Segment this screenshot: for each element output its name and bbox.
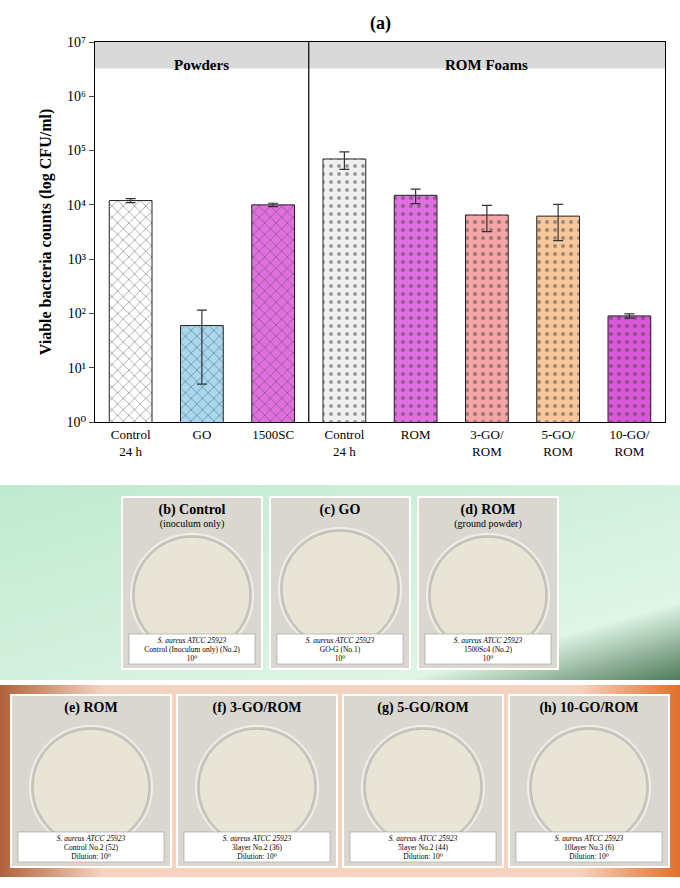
svg-text:Dilution: 10⁰: Dilution: 10⁰ (569, 852, 608, 861)
svg-text:Dilution: 10⁰: Dilution: 10⁰ (403, 852, 442, 861)
svg-text:(f) 3-GO/ROM: (f) 3-GO/ROM (212, 700, 301, 716)
svg-text:S. aureus ATCC 25923: S. aureus ATCC 25923 (555, 834, 624, 843)
svg-text:10⁴: 10⁴ (67, 198, 86, 213)
svg-text:10⁷: 10⁷ (67, 35, 86, 50)
svg-text:ROM Foams: ROM Foams (445, 57, 528, 73)
svg-text:10⁰: 10⁰ (483, 654, 494, 663)
svg-text:5-GO/ROM: 5-GO/ROM (542, 427, 576, 459)
svg-text:(d) ROM: (d) ROM (461, 502, 516, 518)
svg-text:(g) 5-GO/ROM: (g) 5-GO/ROM (377, 700, 468, 716)
svg-text:Dilution: 10⁰: Dilution: 10⁰ (71, 852, 110, 861)
svg-text:Control (Inoculum only) (No.2): Control (Inoculum only) (No.2) (144, 645, 240, 654)
svg-text:(b) Control: (b) Control (158, 502, 225, 518)
svg-text:(a): (a) (370, 13, 391, 34)
svg-text:Viable bacteria counts (log CF: Viable bacteria counts (log CFU/ml) (37, 109, 55, 355)
svg-text:5layer No.2 (44): 5layer No.2 (44) (398, 843, 448, 852)
svg-text:10⁰: 10⁰ (335, 654, 346, 663)
svg-text:10¹: 10¹ (68, 361, 86, 376)
svg-text:1500Sc4 (No.2): 1500Sc4 (No.2) (464, 645, 512, 654)
svg-text:(h) 10-GO/ROM: (h) 10-GO/ROM (539, 700, 638, 716)
svg-text:10layer No.3 (6): 10layer No.3 (6) (564, 843, 614, 852)
svg-text:10-GO/ROM: 10-GO/ROM (610, 427, 650, 459)
svg-text:S. aureus ATCC 25923: S. aureus ATCC 25923 (306, 636, 375, 645)
svg-text:S. aureus ATCC 25923: S. aureus ATCC 25923 (389, 834, 458, 843)
svg-text:10⁶: 10⁶ (67, 89, 86, 104)
svg-text:(e) ROM: (e) ROM (64, 700, 117, 716)
svg-text:Powders: Powders (174, 57, 229, 73)
svg-text:Control24 h: Control24 h (111, 427, 151, 459)
svg-text:10³: 10³ (68, 252, 86, 267)
svg-text:S. aureus ATCC 25923: S. aureus ATCC 25923 (223, 834, 292, 843)
svg-text:3-GO/ROM: 3-GO/ROM (470, 427, 504, 459)
svg-text:(c) GO: (c) GO (320, 502, 361, 518)
svg-text:GO-G (No.1): GO-G (No.1) (320, 645, 361, 654)
svg-text:S. aureus ATCC 25923: S. aureus ATCC 25923 (454, 636, 523, 645)
svg-text:Control No.2 (52): Control No.2 (52) (64, 843, 118, 852)
svg-text:1500SC: 1500SC (252, 427, 294, 442)
svg-text:10⁰: 10⁰ (187, 654, 198, 663)
svg-text:Control24 h: Control24 h (325, 427, 365, 459)
svg-text:10²: 10² (68, 306, 86, 321)
svg-text:(ground powder): (ground powder) (454, 518, 521, 530)
svg-text:S. aureus ATCC 25923: S. aureus ATCC 25923 (57, 834, 126, 843)
svg-text:10⁵: 10⁵ (67, 143, 86, 158)
svg-text:ROM: ROM (401, 427, 431, 442)
svg-text:Dilution: 10⁰: Dilution: 10⁰ (237, 852, 276, 861)
svg-text:GO: GO (192, 427, 211, 442)
svg-text:S. aureus ATCC 25923: S. aureus ATCC 25923 (158, 636, 227, 645)
svg-text:3layer No.2 (36): 3layer No.2 (36) (232, 843, 282, 852)
svg-text:(inoculum only): (inoculum only) (160, 518, 225, 530)
svg-text:10⁰: 10⁰ (66, 415, 86, 430)
